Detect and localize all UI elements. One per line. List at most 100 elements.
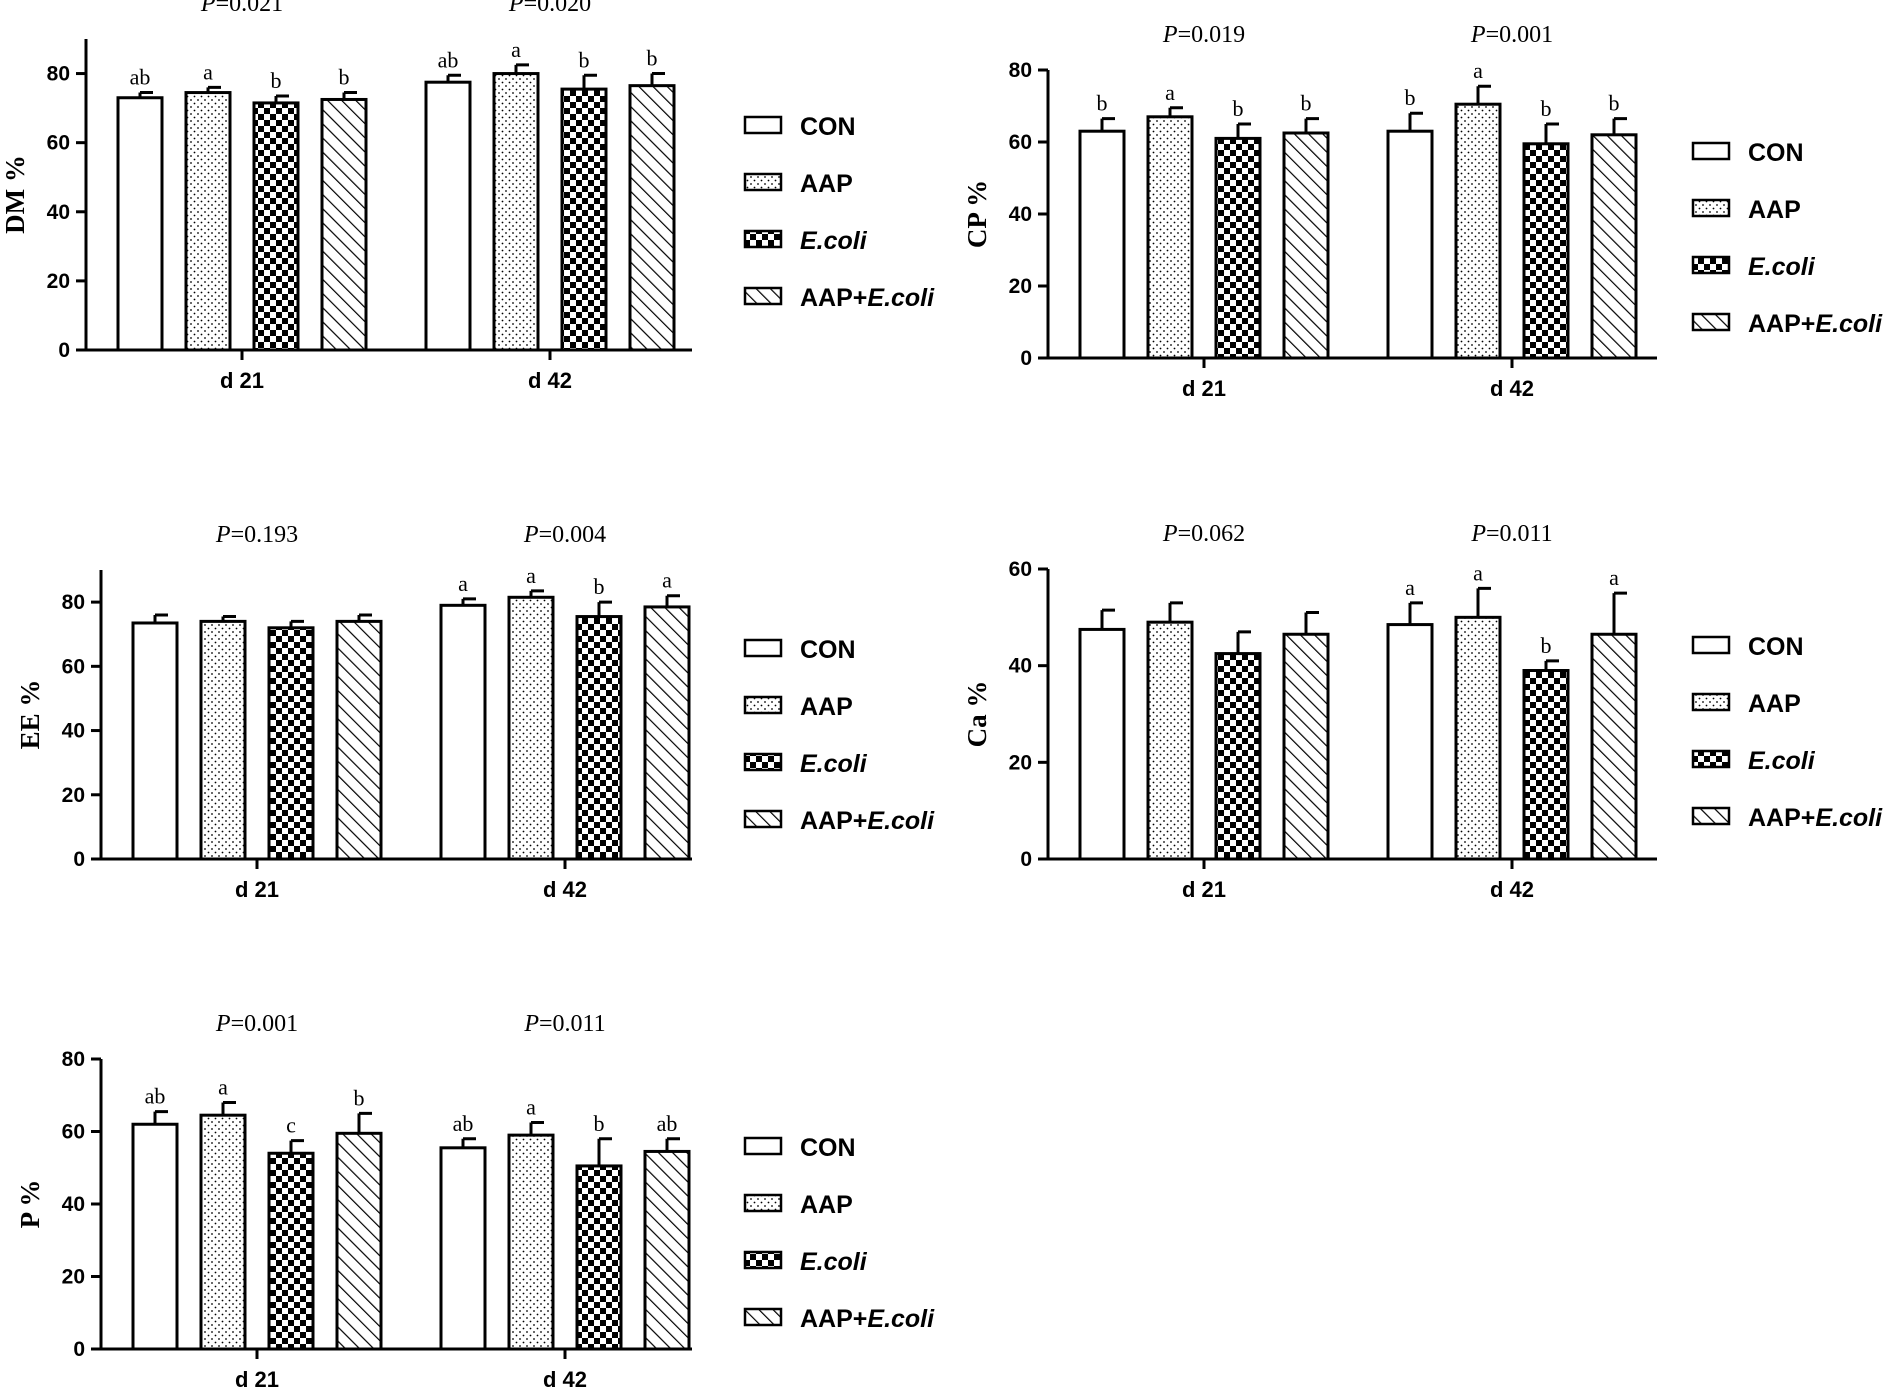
bar-aap-d42 bbox=[1454, 102, 1502, 360]
bar-ecoli-d42 bbox=[575, 615, 623, 861]
x-tick-label: d 21 bbox=[1182, 877, 1226, 902]
bar-aapecoli-d21 bbox=[1282, 131, 1330, 360]
significance-letter: b bbox=[594, 574, 605, 599]
p-value-label: P=0.001 bbox=[1470, 22, 1553, 48]
y-axis-label: DM % bbox=[0, 155, 30, 234]
p-value-label: P=0.001 bbox=[215, 1011, 298, 1037]
legend: CON AAP E.coli AAP+E.coli bbox=[1691, 139, 1883, 338]
bar-con-d42 bbox=[1386, 129, 1434, 360]
legend-swatch-con bbox=[1691, 635, 1731, 655]
p-value-label: P=0.062 bbox=[1162, 521, 1245, 547]
legend-swatch-ecoli bbox=[743, 752, 783, 772]
legend-swatch-ecoli bbox=[743, 1250, 783, 1270]
significance-letter: b bbox=[1541, 96, 1552, 121]
error-bar bbox=[597, 600, 612, 617]
legend-label-aap: AAP bbox=[800, 170, 853, 198]
legend: CON AAP E.coli AAP+E.coli bbox=[743, 636, 935, 835]
significance-letter: b bbox=[1233, 96, 1244, 121]
y-tick-label: 80 bbox=[62, 1048, 85, 1071]
significance-letter: b bbox=[647, 46, 658, 71]
bar-con-d42 bbox=[439, 603, 487, 861]
y-tick-label: 40 bbox=[62, 1193, 85, 1216]
legend-swatch-con bbox=[743, 638, 783, 658]
x-tick-label: d 21 bbox=[235, 877, 279, 902]
legend-label-aap: AAP bbox=[1748, 690, 1801, 718]
significance-letter: c bbox=[286, 1113, 296, 1138]
y-tick-label: 40 bbox=[1009, 203, 1032, 226]
error-bar bbox=[1612, 591, 1627, 635]
bar-aapecoli-d21 bbox=[320, 97, 368, 352]
bar-ecoli-d21 bbox=[267, 1151, 315, 1351]
error-bar bbox=[1612, 117, 1627, 135]
y-tick-label: 60 bbox=[62, 1121, 85, 1144]
p-value-label: P=0.019 bbox=[1162, 22, 1245, 48]
significance-letter: b bbox=[354, 1085, 365, 1110]
p-value-label: P=0.193 bbox=[215, 522, 298, 548]
error-bar bbox=[1236, 122, 1251, 139]
significance-letter: b bbox=[1301, 91, 1312, 116]
error-bar bbox=[1408, 601, 1423, 625]
significance-letter: a bbox=[1473, 58, 1483, 83]
bar-ecoli-d21 bbox=[252, 101, 300, 352]
error-bar bbox=[665, 1137, 680, 1152]
significance-letter: ab bbox=[657, 1111, 678, 1136]
error-bar bbox=[1544, 122, 1559, 144]
legend-label-aap: AAP bbox=[800, 693, 853, 721]
legend-label-aapecoli: AAP+E.coli bbox=[800, 1305, 935, 1333]
legend-label-aapecoli: AAP+E.coli bbox=[800, 807, 935, 835]
bar-ecoli-d42 bbox=[1522, 142, 1570, 360]
significance-letter: a bbox=[1165, 80, 1175, 105]
legend-swatch-aapecoli bbox=[1691, 312, 1731, 332]
legend-label-aapecoli: AAP+E.coli bbox=[1748, 804, 1883, 832]
legend-label-aap: AAP bbox=[1748, 196, 1801, 224]
legend-swatch-con bbox=[743, 115, 783, 135]
legend-label-con: CON bbox=[800, 1134, 856, 1162]
y-tick-label: 40 bbox=[47, 201, 70, 224]
x-tick-label: d 42 bbox=[1490, 376, 1534, 401]
significance-letter: ab bbox=[145, 1084, 166, 1109]
bar-con-d21 bbox=[131, 621, 179, 861]
y-axis-label: CP % bbox=[962, 180, 992, 248]
error-bar bbox=[514, 63, 529, 74]
y-tick-label: 80 bbox=[62, 591, 85, 614]
y-tick-label: 40 bbox=[62, 720, 85, 743]
bar-ecoli-d42 bbox=[575, 1164, 623, 1351]
error-bar bbox=[153, 1110, 168, 1125]
bar-con-d21 bbox=[116, 96, 164, 352]
legend: CON AAP E.coli AAP+E.coli bbox=[1691, 633, 1883, 832]
x-tick-label: d 42 bbox=[1490, 877, 1534, 902]
p-value-label: P=0.021 bbox=[200, 0, 283, 17]
legend-label-ecoli: E.coli bbox=[800, 227, 868, 255]
error-bar bbox=[357, 613, 372, 622]
significance-letter: a bbox=[1609, 565, 1619, 590]
significance-letter: a bbox=[218, 1075, 228, 1100]
error-bar bbox=[1304, 117, 1319, 133]
bar-con-d21 bbox=[1078, 129, 1126, 360]
p-value-label: P=0.020 bbox=[508, 0, 591, 17]
significance-letter: b bbox=[594, 1111, 605, 1136]
legend-swatch-aapecoli bbox=[743, 1307, 783, 1327]
x-tick-label: d 21 bbox=[235, 1367, 279, 1390]
legend: CON AAP E.coli AAP+E.coli bbox=[743, 1134, 935, 1333]
error-bar bbox=[1168, 106, 1183, 117]
legend-swatch-aap bbox=[1691, 198, 1731, 218]
bar-aap-d42 bbox=[507, 1133, 555, 1351]
significance-letter: a bbox=[1405, 575, 1415, 600]
error-bar bbox=[1544, 659, 1559, 671]
significance-letter: ab bbox=[453, 1111, 474, 1136]
error-bar bbox=[446, 73, 461, 83]
bar-con-d42 bbox=[1386, 623, 1434, 861]
bar-aapecoli-d42 bbox=[643, 1149, 691, 1351]
bar-con-d42 bbox=[439, 1146, 487, 1351]
significance-letter: a bbox=[526, 1094, 536, 1119]
error-bar bbox=[1408, 111, 1423, 132]
panel-ca: 0 20 40 60 Ca % d 21 P=0.062 d 42 P=0.011 a a b a CON… bbox=[962, 521, 1883, 902]
legend-swatch-aapecoli bbox=[743, 809, 783, 829]
bar-aap-d21 bbox=[184, 91, 232, 352]
significance-letter: ab bbox=[130, 65, 151, 90]
legend-swatch-ecoli bbox=[1691, 749, 1731, 769]
error-bar bbox=[221, 1101, 236, 1116]
y-axis-label: EE % bbox=[15, 680, 45, 750]
y-tick-label: 80 bbox=[1009, 59, 1032, 82]
